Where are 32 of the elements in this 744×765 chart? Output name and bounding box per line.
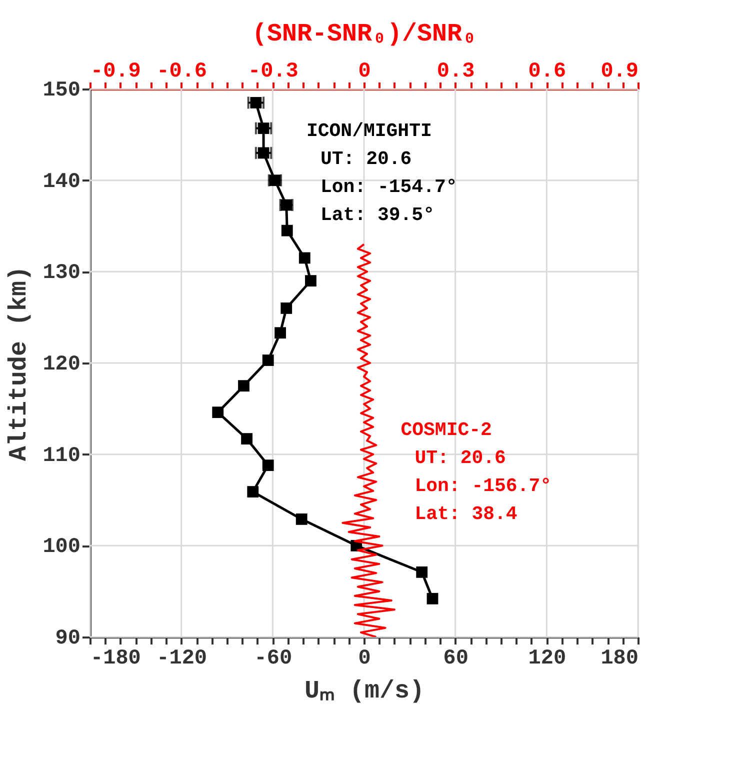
x-tick-label: 180 [600,648,638,670]
x2-tick-label: -0.3 [248,60,298,84]
y-tick-label: 120 [42,354,80,376]
annotation: UT: 20.6 [414,446,506,469]
annotation: Lon: -154.7° [320,176,458,198]
x2-tick-label: 0 [358,60,371,84]
x2-tick-label: 0.6 [528,60,566,84]
x2-axis-title: (SNR-SNR₀)/SNR₀ [252,20,478,48]
x2-tick-label: 0.9 [600,60,638,84]
y-tick-label: 90 [55,628,80,650]
series-label: ICON/MIGHTI [306,120,432,142]
x2-tick-label: 0.3 [436,60,475,84]
x-tick-label: -60 [254,648,292,670]
x-tick-label: -180 [90,648,141,670]
y-tick-label: 140 [42,170,80,194]
y-tick-label: 110 [42,444,80,468]
x2-tick-label: -0.6 [156,60,208,84]
series-label: COSMIC-2 [400,418,492,441]
annotation: UT: 20.6 [320,148,412,170]
x-tick-label: 0 [358,648,371,670]
annotation: Lat: 38.4 [414,502,518,525]
x2-tick-label: -0.9 [90,60,141,84]
x-axis-title: Uₘ (m/s) [304,676,425,706]
x-tick-label: 120 [528,648,566,670]
y-tick-label: 150 [42,80,80,102]
x-tick-label: 60 [443,648,468,670]
annotation: Lon: -156.7° [414,474,552,497]
y-axis-title: Altitude (km) [4,266,34,462]
y-tick-label: 130 [42,262,80,286]
x-tick-label: -120 [156,648,208,670]
annotation: Lat: 39.5° [320,204,434,226]
y-tick-label: 100 [42,536,80,560]
